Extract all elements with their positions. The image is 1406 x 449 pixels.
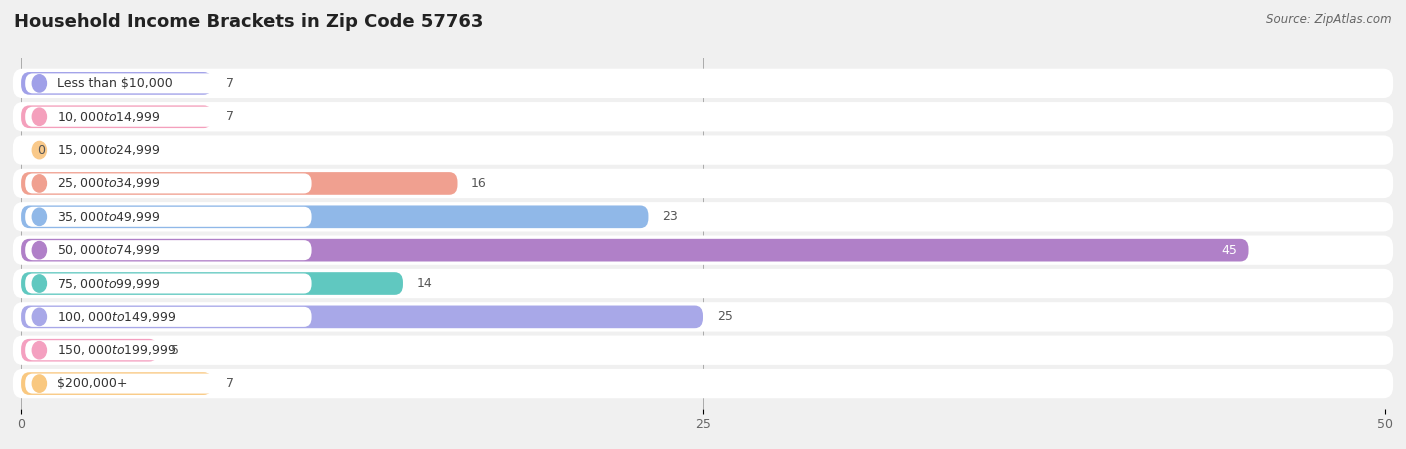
Text: $10,000 to $14,999: $10,000 to $14,999	[56, 110, 160, 124]
Text: 45: 45	[1222, 244, 1237, 257]
Circle shape	[32, 108, 46, 125]
FancyBboxPatch shape	[21, 239, 1249, 261]
FancyBboxPatch shape	[25, 374, 312, 394]
FancyBboxPatch shape	[13, 69, 1393, 98]
Text: 16: 16	[471, 177, 486, 190]
Text: $75,000 to $99,999: $75,000 to $99,999	[56, 277, 160, 291]
Circle shape	[32, 208, 46, 225]
FancyBboxPatch shape	[13, 369, 1393, 398]
FancyBboxPatch shape	[25, 307, 312, 327]
Text: $25,000 to $34,999: $25,000 to $34,999	[56, 176, 160, 190]
FancyBboxPatch shape	[13, 235, 1393, 265]
Circle shape	[32, 342, 46, 359]
FancyBboxPatch shape	[21, 272, 404, 295]
FancyBboxPatch shape	[25, 240, 312, 260]
FancyBboxPatch shape	[13, 169, 1393, 198]
Text: $150,000 to $199,999: $150,000 to $199,999	[56, 343, 176, 357]
FancyBboxPatch shape	[21, 206, 648, 228]
Text: $15,000 to $24,999: $15,000 to $24,999	[56, 143, 160, 157]
FancyBboxPatch shape	[13, 302, 1393, 331]
FancyBboxPatch shape	[25, 73, 312, 93]
FancyBboxPatch shape	[13, 202, 1393, 232]
Circle shape	[32, 308, 46, 326]
Text: 7: 7	[225, 377, 233, 390]
FancyBboxPatch shape	[21, 305, 703, 328]
Text: 5: 5	[172, 344, 179, 357]
Text: $35,000 to $49,999: $35,000 to $49,999	[56, 210, 160, 224]
Text: Household Income Brackets in Zip Code 57763: Household Income Brackets in Zip Code 57…	[14, 13, 484, 31]
Text: 7: 7	[225, 110, 233, 123]
Circle shape	[32, 375, 46, 392]
Text: 0: 0	[38, 144, 45, 157]
FancyBboxPatch shape	[21, 106, 212, 128]
FancyBboxPatch shape	[25, 207, 312, 227]
Text: $50,000 to $74,999: $50,000 to $74,999	[56, 243, 160, 257]
Circle shape	[32, 275, 46, 292]
Text: 25: 25	[717, 310, 733, 323]
FancyBboxPatch shape	[13, 335, 1393, 365]
Text: $100,000 to $149,999: $100,000 to $149,999	[56, 310, 176, 324]
Text: 7: 7	[225, 77, 233, 90]
Text: Less than $10,000: Less than $10,000	[56, 77, 173, 90]
FancyBboxPatch shape	[25, 140, 312, 160]
FancyBboxPatch shape	[25, 340, 312, 360]
FancyBboxPatch shape	[21, 72, 212, 95]
FancyBboxPatch shape	[13, 102, 1393, 132]
Circle shape	[32, 242, 46, 259]
FancyBboxPatch shape	[13, 136, 1393, 165]
Circle shape	[32, 141, 46, 159]
Text: 14: 14	[416, 277, 433, 290]
FancyBboxPatch shape	[13, 269, 1393, 298]
Text: 23: 23	[662, 210, 678, 223]
FancyBboxPatch shape	[25, 173, 312, 194]
Text: Source: ZipAtlas.com: Source: ZipAtlas.com	[1267, 13, 1392, 26]
Circle shape	[32, 75, 46, 92]
Text: $200,000+: $200,000+	[56, 377, 127, 390]
FancyBboxPatch shape	[21, 372, 212, 395]
FancyBboxPatch shape	[21, 339, 157, 361]
Circle shape	[32, 175, 46, 192]
FancyBboxPatch shape	[25, 107, 312, 127]
FancyBboxPatch shape	[21, 172, 457, 195]
FancyBboxPatch shape	[25, 273, 312, 294]
